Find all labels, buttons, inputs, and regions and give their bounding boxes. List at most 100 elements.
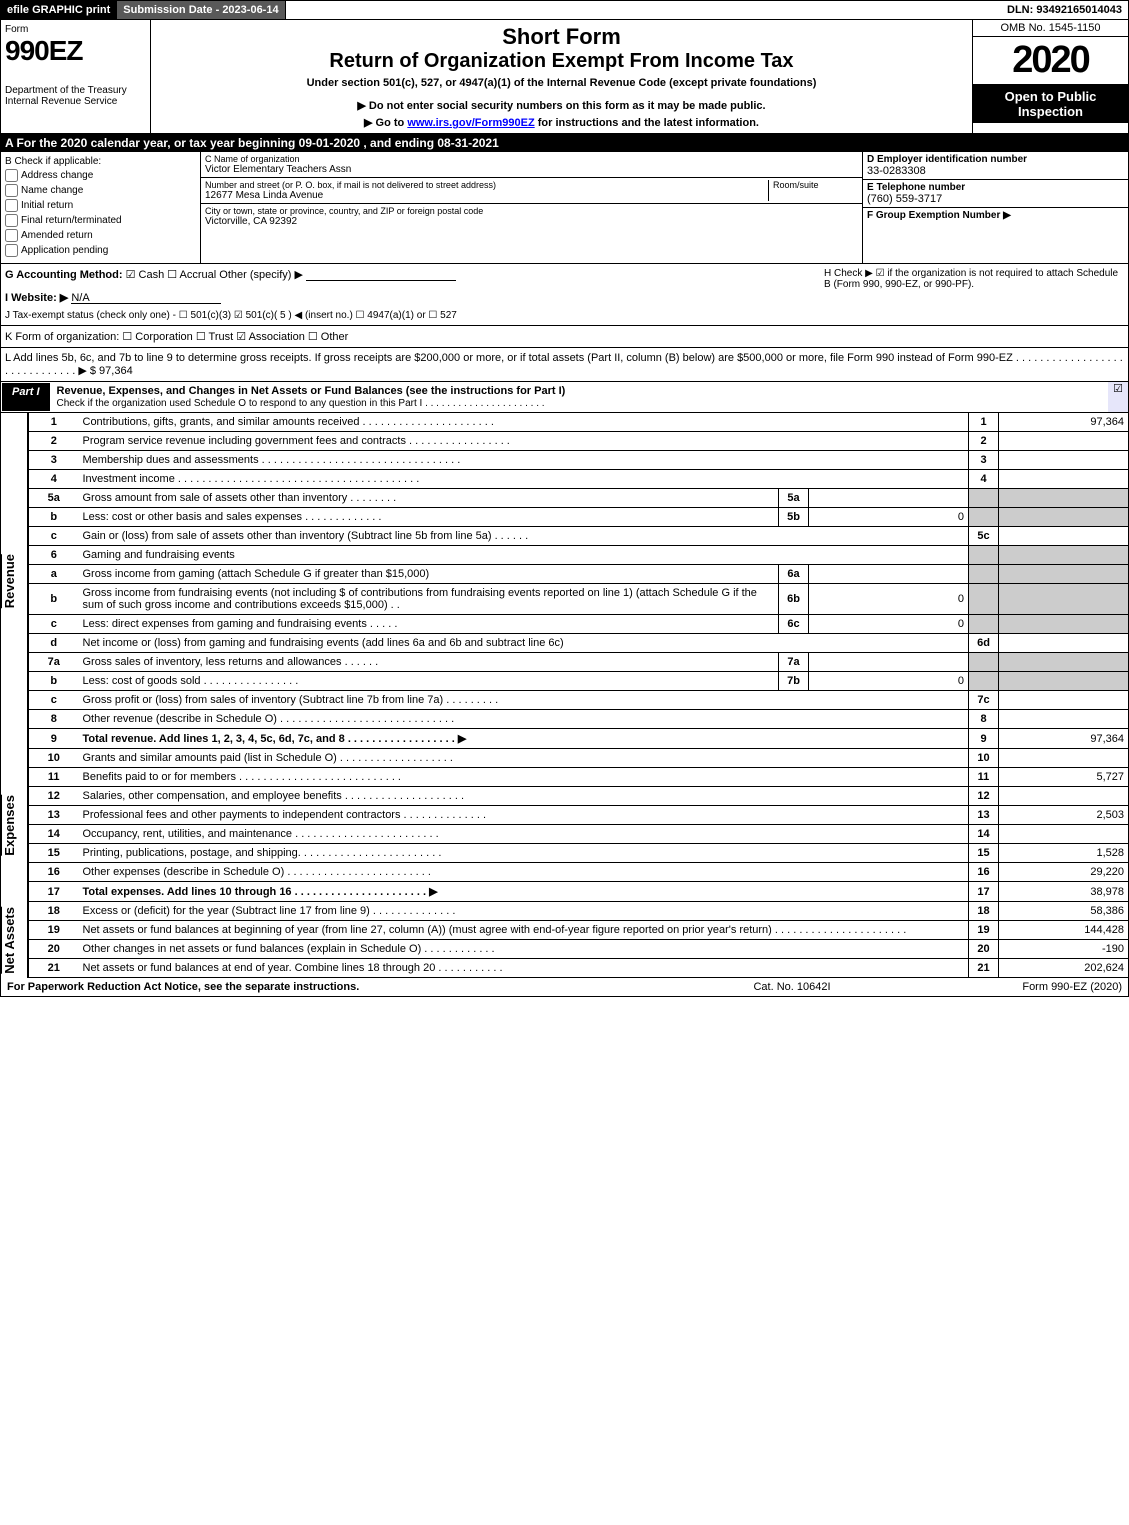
website-value: N/A bbox=[71, 292, 221, 304]
tel-row: E Telephone number (760) 559-3717 bbox=[863, 180, 1128, 208]
part1-header: Part I Revenue, Expenses, and Changes in… bbox=[0, 382, 1129, 413]
revenue-vlabel: Revenue bbox=[1, 413, 28, 749]
line-17: 17Total expenses. Add lines 10 through 1… bbox=[29, 882, 1129, 902]
city-label: City or town, state or province, country… bbox=[205, 206, 858, 216]
netassets-table: 18Excess or (deficit) for the year (Subt… bbox=[28, 902, 1129, 978]
tax-year: 2020 bbox=[973, 37, 1128, 85]
g-label: G Accounting Method: bbox=[5, 269, 123, 281]
line-5b: bLess: cost or other basis and sales exp… bbox=[29, 508, 1129, 527]
ein-row: D Employer identification number 33-0283… bbox=[863, 152, 1128, 180]
title-short-form: Short Form bbox=[155, 24, 968, 50]
addr-value: 12677 Mesa Linda Avenue bbox=[205, 190, 768, 201]
netassets-section: Net Assets 18Excess or (deficit) for the… bbox=[0, 902, 1129, 978]
paperwork-notice: For Paperwork Reduction Act Notice, see … bbox=[7, 981, 642, 993]
subtitle-ssn: ▶ Do not enter social security numbers o… bbox=[155, 99, 968, 112]
group-exempt-label: F Group Exemption Number ▶ bbox=[867, 210, 1124, 221]
line-6b: bGross income from fundraising events (n… bbox=[29, 584, 1129, 615]
line-7b: bLess: cost of goods sold . . . . . . . … bbox=[29, 672, 1129, 691]
box-c: C Name of organization Victor Elementary… bbox=[201, 152, 863, 263]
line-9: 9Total revenue. Add lines 1, 2, 3, 4, 5c… bbox=[29, 729, 1129, 749]
chk-initial-return[interactable]: Initial return bbox=[5, 199, 196, 212]
tax-period: A For the 2020 calendar year, or tax yea… bbox=[0, 134, 1129, 152]
line-11: 11Benefits paid to or for members . . . … bbox=[29, 768, 1129, 787]
chk-name-change[interactable]: Name change bbox=[5, 184, 196, 197]
line-3: 3Membership dues and assessments . . . .… bbox=[29, 451, 1129, 470]
form-number: 990EZ bbox=[5, 35, 146, 67]
chk-final-return[interactable]: Final return/terminated bbox=[5, 214, 196, 227]
line-12: 12Salaries, other compensation, and empl… bbox=[29, 787, 1129, 806]
part1-num: Part I bbox=[1, 382, 51, 412]
row-j: J Tax-exempt status (check only one) - ☐… bbox=[5, 310, 824, 321]
netassets-vlabel: Net Assets bbox=[1, 902, 28, 978]
subtitle-link: ▶ Go to www.irs.gov/Form990EZ for instru… bbox=[155, 116, 968, 129]
room-label: Room/suite bbox=[773, 180, 858, 190]
form-label: Form bbox=[5, 24, 146, 35]
line-4: 4Investment income . . . . . . . . . . .… bbox=[29, 470, 1129, 489]
line-7a: 7aGross sales of inventory, less returns… bbox=[29, 653, 1129, 672]
goto-post: for instructions and the latest informat… bbox=[535, 117, 759, 129]
line-5c: cGain or (loss) from sale of assets othe… bbox=[29, 527, 1129, 546]
line-10: 10Grants and similar amounts paid (list … bbox=[29, 749, 1129, 768]
cat-no: Cat. No. 10642I bbox=[642, 981, 942, 993]
line-2: 2Program service revenue including gover… bbox=[29, 432, 1129, 451]
chk-amended-return[interactable]: Amended return bbox=[5, 229, 196, 242]
top-bar: efile GRAPHIC print Submission Date - 20… bbox=[0, 0, 1129, 20]
expenses-vlabel: Expenses bbox=[1, 749, 28, 902]
accounting-method: G Accounting Method: ☑ Cash ☐ Accrual Ot… bbox=[5, 268, 824, 321]
city-value: Victorville, CA 92392 bbox=[205, 216, 858, 227]
g-other-input[interactable] bbox=[306, 269, 456, 281]
tel-value: (760) 559-3717 bbox=[867, 193, 1124, 205]
line-21: 21Net assets or fund balances at end of … bbox=[29, 959, 1129, 978]
page-footer: For Paperwork Reduction Act Notice, see … bbox=[0, 978, 1129, 997]
expenses-table: 10Grants and similar amounts paid (list … bbox=[28, 749, 1129, 902]
omb-number: OMB No. 1545-1150 bbox=[973, 20, 1128, 37]
g-opts: ☑ Cash ☐ Accrual Other (specify) ▶ bbox=[126, 269, 303, 281]
tel-label: E Telephone number bbox=[867, 182, 1124, 193]
box-b-head: B Check if applicable: bbox=[5, 156, 196, 167]
line-8: 8Other revenue (describe in Schedule O) … bbox=[29, 710, 1129, 729]
line-6d: dNet income or (loss) from gaming and fu… bbox=[29, 634, 1129, 653]
form-title-block: Short Form Return of Organization Exempt… bbox=[151, 20, 973, 133]
dln: DLN: 93492165014043 bbox=[1001, 1, 1128, 19]
org-info-block: B Check if applicable: Address change Na… bbox=[0, 152, 1129, 264]
form-meta-block: OMB No. 1545-1150 2020 Open to Public In… bbox=[973, 20, 1128, 133]
box-b: B Check if applicable: Address change Na… bbox=[1, 152, 201, 263]
line-19: 19Net assets or fund balances at beginni… bbox=[29, 921, 1129, 940]
org-name-label: C Name of organization bbox=[205, 154, 858, 164]
addr-label: Number and street (or P. O. box, if mail… bbox=[205, 180, 768, 190]
group-exempt-row: F Group Exemption Number ▶ bbox=[863, 208, 1128, 223]
revenue-table: 1Contributions, gifts, grants, and simil… bbox=[28, 413, 1129, 749]
line-6: 6Gaming and fundraising events bbox=[29, 546, 1129, 565]
form-ref: Form 990-EZ (2020) bbox=[942, 981, 1122, 993]
efile-print-button[interactable]: efile GRAPHIC print bbox=[1, 1, 117, 19]
irs-label: Internal Revenue Service bbox=[5, 96, 146, 107]
org-addr-row: Number and street (or P. O. box, if mail… bbox=[201, 178, 862, 204]
subtitle-section: Under section 501(c), 527, or 4947(a)(1)… bbox=[155, 77, 968, 89]
line-7c: cGross profit or (loss) from sales of in… bbox=[29, 691, 1129, 710]
h-check: H Check ▶ ☑ if the organization is not r… bbox=[824, 268, 1124, 321]
part1-title: Revenue, Expenses, and Changes in Net As… bbox=[51, 382, 1108, 412]
chk-application-pending[interactable]: Application pending bbox=[5, 244, 196, 257]
line-1: 1Contributions, gifts, grants, and simil… bbox=[29, 413, 1129, 432]
ein-label: D Employer identification number bbox=[867, 154, 1124, 165]
revenue-section: Revenue 1Contributions, gifts, grants, a… bbox=[0, 413, 1129, 749]
goto-pre: ▶ Go to bbox=[364, 117, 407, 129]
box-d: D Employer identification number 33-0283… bbox=[863, 152, 1128, 263]
inspect-line1: Open to Public bbox=[1005, 89, 1097, 104]
line-15: 15Printing, publications, postage, and s… bbox=[29, 844, 1129, 863]
row-l: L Add lines 5b, 6c, and 7b to line 9 to … bbox=[0, 348, 1129, 382]
submission-date: Submission Date - 2023-06-14 bbox=[117, 1, 285, 19]
spacer bbox=[286, 1, 1001, 19]
part1-check[interactable]: ☑ bbox=[1108, 382, 1128, 412]
dept-label: Department of the Treasury bbox=[5, 85, 146, 96]
chk-address-change[interactable]: Address change bbox=[5, 169, 196, 182]
line-6c: cLess: direct expenses from gaming and f… bbox=[29, 615, 1129, 634]
form-header: Form 990EZ Department of the Treasury In… bbox=[0, 20, 1129, 134]
line-6a: aGross income from gaming (attach Schedu… bbox=[29, 565, 1129, 584]
title-return: Return of Organization Exempt From Incom… bbox=[155, 50, 968, 73]
expenses-section: Expenses 10Grants and similar amounts pa… bbox=[0, 749, 1129, 902]
ein-value: 33-0283308 bbox=[867, 165, 1124, 177]
org-city-row: City or town, state or province, country… bbox=[201, 204, 862, 229]
org-name-row: C Name of organization Victor Elementary… bbox=[201, 152, 862, 178]
irs-link[interactable]: www.irs.gov/Form990EZ bbox=[407, 117, 534, 129]
